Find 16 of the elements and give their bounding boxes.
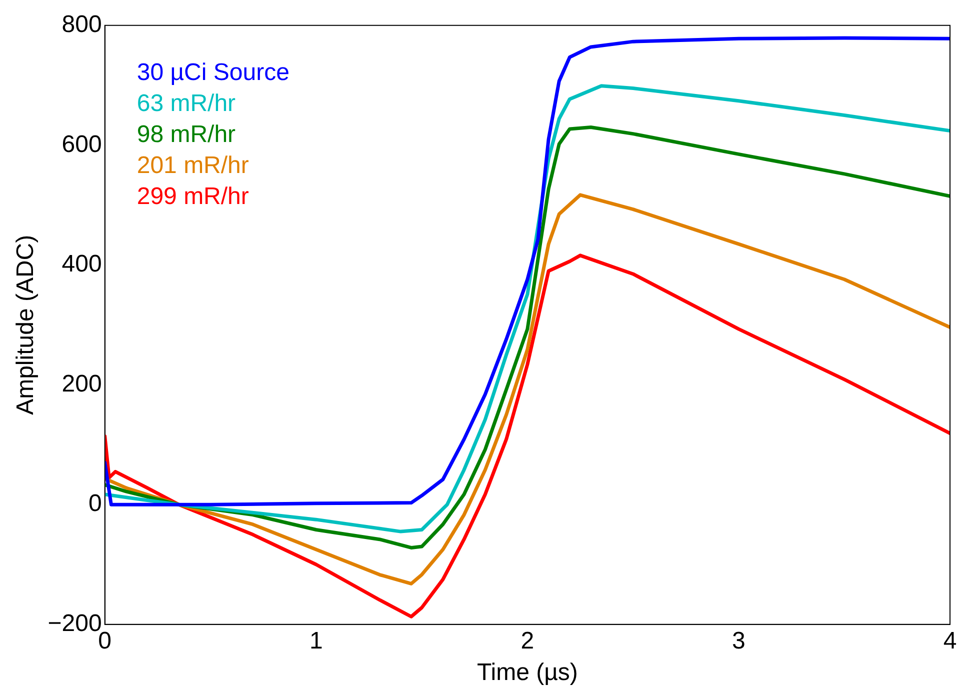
y-tick-label: 400 <box>62 250 102 278</box>
text: 299 mR/hr <box>136 183 249 210</box>
text: 30 µCi Source <box>136 59 290 86</box>
y-tick-label: 600 <box>62 130 102 158</box>
x-tick-label: 1 <box>309 627 323 654</box>
text: 201 mR/hr <box>136 152 249 180</box>
x-tick-label: 2 <box>520 627 534 654</box>
text: 63 mR/hr <box>136 90 236 118</box>
x-axis-title: Time (µs) <box>476 659 578 686</box>
x-tick-label: 4 <box>943 627 957 654</box>
y-tick-label: 0 <box>88 490 102 518</box>
text: 98 mR/hr <box>136 121 236 148</box>
y-tick-label: 200 <box>62 370 102 398</box>
y-axis-title: Amplitude (ADC) <box>12 234 40 415</box>
x-tick-label: 3 <box>732 627 746 654</box>
y-tick-label: 800 <box>62 11 102 38</box>
